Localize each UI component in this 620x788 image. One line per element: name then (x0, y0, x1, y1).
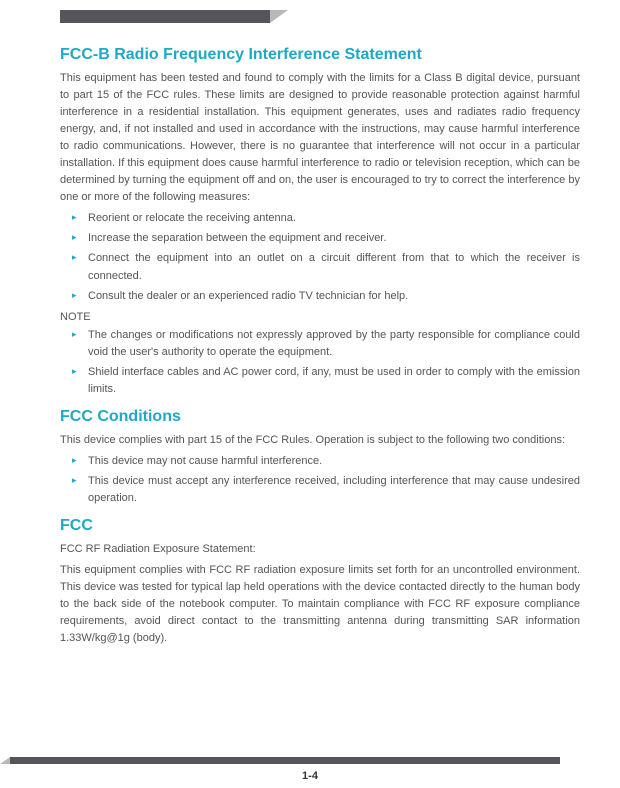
footer-bar-dark (10, 757, 560, 764)
footer-bar (0, 757, 560, 764)
fcc-body: This equipment complies with FCC RF radi… (60, 562, 580, 647)
heading-fcc: FCC (60, 517, 580, 535)
list-item: The changes or modifications not express… (60, 327, 580, 361)
note-label: NOTE (60, 311, 580, 323)
note-list: The changes or modifications not express… (60, 327, 580, 398)
fcc-conditions-list: This device may not cause harmful interf… (60, 453, 580, 507)
heading-fcc-b: FCC-B Radio Frequency Interference State… (60, 46, 580, 64)
fcc-b-measures-list: Reorient or relocate the receiving anten… (60, 210, 580, 304)
list-item: Reorient or relocate the receiving anten… (60, 210, 580, 227)
fcc-b-intro: This equipment has been tested and found… (60, 70, 580, 206)
page-number: 1-4 (0, 770, 620, 782)
header-bar-triangle (270, 10, 288, 23)
header-bar-dark (60, 10, 270, 23)
list-item: Consult the dealer or an experienced rad… (60, 288, 580, 305)
heading-fcc-conditions: FCC Conditions (60, 408, 580, 426)
list-item: This device must accept any interference… (60, 473, 580, 507)
header-bar (60, 10, 620, 23)
list-item: Shield interface cables and AC power cor… (60, 364, 580, 398)
page-content: FCC-B Radio Frequency Interference State… (60, 36, 580, 651)
list-item: Increase the separation between the equi… (60, 230, 580, 247)
fcc-sub: FCC RF Radiation Exposure Statement: (60, 541, 580, 558)
list-item: Connect the equipment into an outlet on … (60, 250, 580, 284)
fcc-conditions-intro: This device complies with part 15 of the… (60, 432, 580, 449)
list-item: This device may not cause harmful interf… (60, 453, 580, 470)
footer-bar-triangle (0, 757, 10, 764)
